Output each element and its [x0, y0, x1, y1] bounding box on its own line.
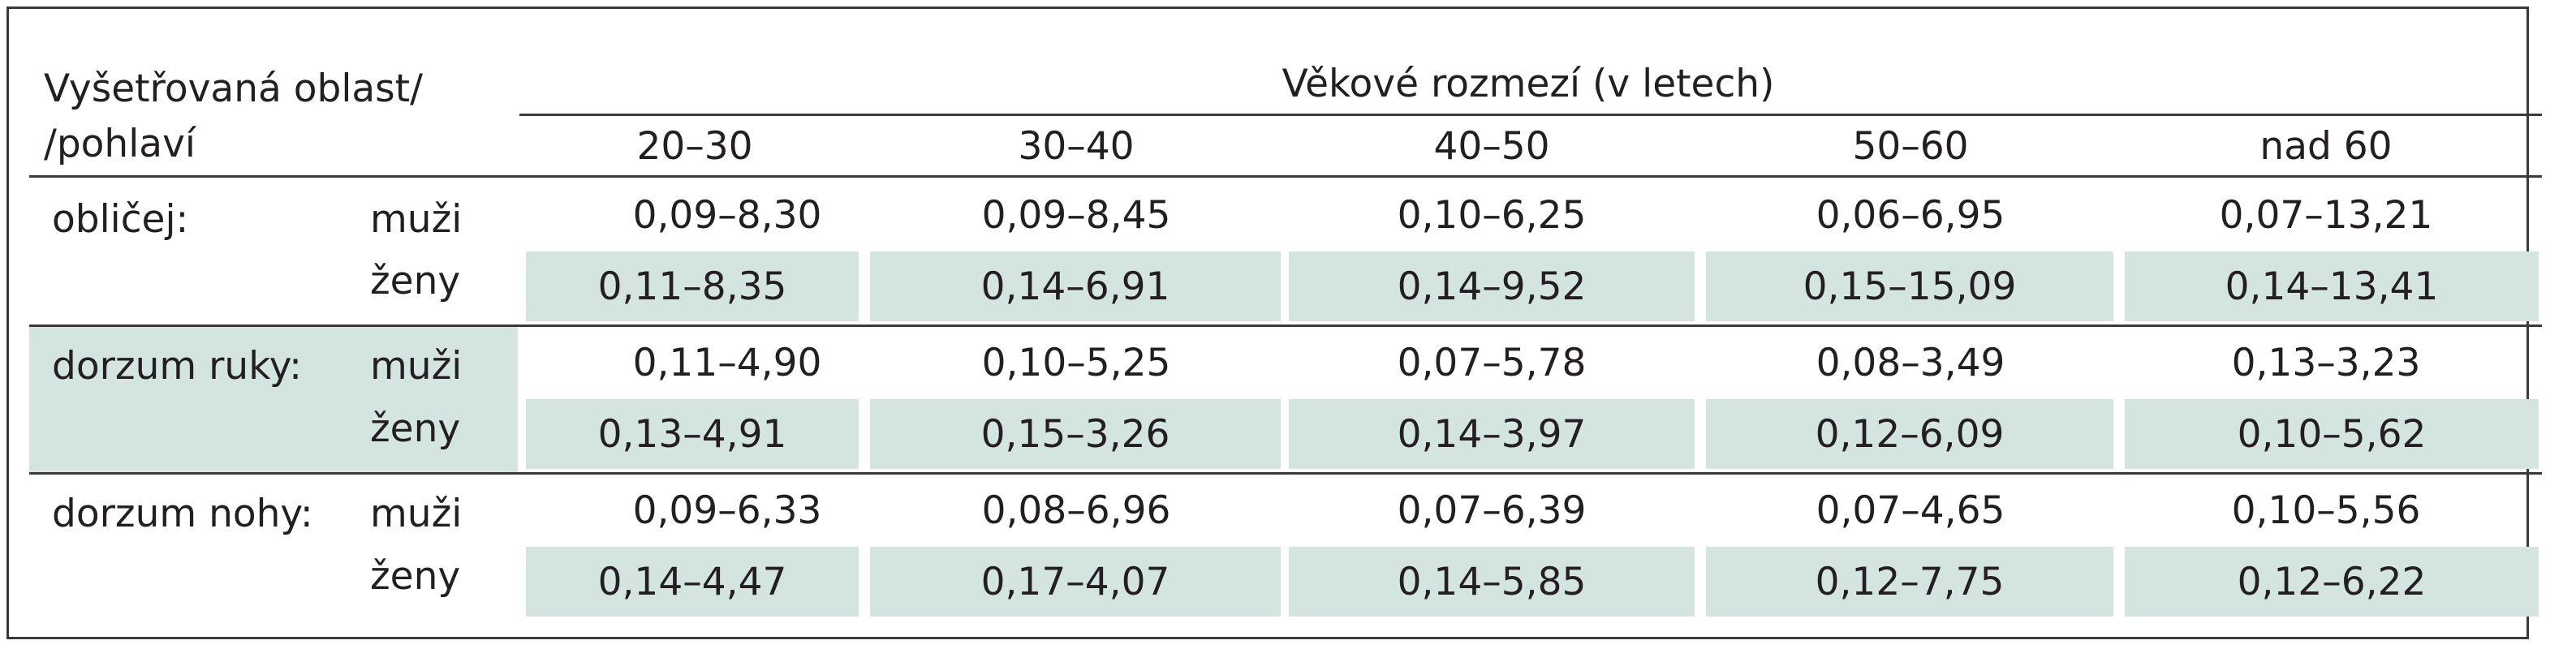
table-frame [6, 6, 2529, 639]
table-cell: 0,13–3,23 [2231, 340, 2421, 385]
header-rule [29, 175, 2542, 178]
region-rule [29, 472, 2542, 475]
sex-label: ženy [370, 406, 461, 451]
table-cell: 0,14–3,97 [1289, 399, 1695, 469]
row-header-line2: /pohlaví [44, 122, 196, 166]
table-cell: 0,11–4,90 [632, 340, 822, 385]
sex-label: ženy [370, 259, 461, 303]
table-cell: 0,07–13,21 [2219, 192, 2433, 238]
table-cell: 0,09–6,33 [632, 488, 822, 533]
table-cell: 0,14–6,91 [870, 251, 1281, 321]
table-cell: 0,10–5,56 [2231, 488, 2421, 533]
table-cell: 0,17–4,07 [870, 547, 1281, 617]
table-cell: 0,12–6,22 [2125, 547, 2539, 617]
table-cell: 0,07–5,78 [1397, 340, 1587, 385]
table-cell: 0,08–3,49 [1816, 340, 2005, 385]
table-cell: 0,14–5,85 [1289, 547, 1695, 617]
table-cell: 0,10–5,62 [2125, 399, 2539, 469]
column-header: 20–30 [636, 124, 753, 169]
table-cell: 0,14–9,52 [1289, 251, 1695, 321]
region-label: dorzum ruky: [52, 344, 302, 389]
row-header-line1: Vyšetřovaná oblast/ [44, 67, 423, 111]
group-header: Věkové rozmezí (v letech) [1282, 62, 1775, 106]
table-cell: 0,13–4,91 [526, 399, 859, 469]
column-header: 40–50 [1433, 124, 1550, 169]
table-cell: 0,07–4,65 [1816, 488, 2005, 533]
table-cell: 0,12–6,09 [1706, 399, 2113, 469]
sex-label: muži [370, 197, 463, 242]
table-cell: 0,08–6,96 [981, 488, 1171, 533]
region-label: obličej: [52, 197, 189, 242]
table-cell: 0,10–6,25 [1397, 192, 1587, 238]
table-cell: 0,12–7,75 [1706, 547, 2113, 617]
sex-label: muži [370, 344, 463, 389]
region-label-shade [29, 326, 518, 472]
column-header: nad 60 [2259, 124, 2393, 169]
region-rule [29, 324, 2542, 327]
table-cell: 0,09–8,30 [632, 192, 822, 238]
sex-label: ženy [370, 554, 461, 599]
table-cell: 0,14–4,47 [526, 547, 859, 617]
table-cell: 0,15–3,26 [870, 399, 1281, 469]
region-label: dorzum nohy: [52, 492, 313, 536]
group-header-rule [519, 114, 2542, 116]
column-header: 50–60 [1852, 124, 1969, 169]
table-cell: 0,06–6,95 [1816, 192, 2005, 238]
table-cell: 0,09–8,45 [981, 192, 1171, 238]
table-cell: 0,11–8,35 [526, 251, 859, 321]
table-cell: 0,10–5,25 [981, 340, 1171, 385]
table-cell: 0,15–15,09 [1706, 251, 2113, 321]
column-header: 30–40 [1018, 124, 1135, 169]
table-cell: 0,07–6,39 [1397, 488, 1587, 533]
sex-label: muži [370, 492, 463, 536]
table-cell: 0,14–13,41 [2125, 251, 2539, 321]
